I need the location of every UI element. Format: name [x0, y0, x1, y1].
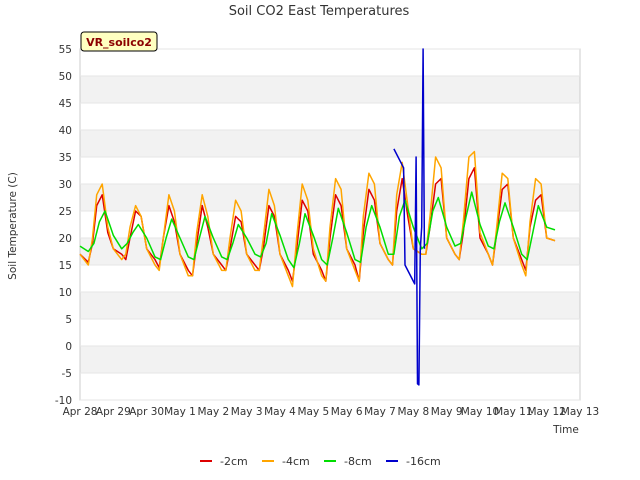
- grid-band: [80, 292, 580, 319]
- x-tick-label: May 8: [397, 406, 429, 418]
- y-tick-label: 20: [59, 233, 72, 245]
- y-axis-ticks: -10 -5 0 5 10 15 20 25 30 35 40 45 50 55: [55, 44, 72, 407]
- x-tick-label: May 4: [264, 406, 296, 418]
- grid-band: [80, 130, 580, 157]
- grid-band: [80, 157, 580, 184]
- grid-band: [80, 319, 580, 346]
- x-tick-label: Apr 30: [129, 406, 164, 418]
- y-tick-label: 40: [59, 125, 72, 137]
- x-tick-label: May 2: [197, 406, 229, 418]
- site-label-box: VR_soilco2: [80, 31, 158, 52]
- series-line-4cmcm: [79, 150, 556, 288]
- x-tick-label: Apr 29: [96, 406, 131, 418]
- x-tick-label: May 9: [431, 406, 463, 418]
- y-tick-label: 55: [59, 44, 72, 56]
- y-tick-label: 45: [59, 98, 72, 110]
- x-tick-label: May 1: [164, 406, 196, 418]
- y-tick-label: 30: [59, 179, 72, 191]
- y-tick-label: 10: [59, 287, 72, 299]
- grid-band: [80, 184, 580, 211]
- x-tick-label: May 11: [494, 406, 532, 418]
- series-layer: [79, 48, 556, 386]
- x-tick-label: May 6: [331, 406, 363, 418]
- legend-label: -16cm: [406, 455, 441, 468]
- grid-band: [80, 265, 580, 292]
- grid-bands: [80, 49, 580, 400]
- legend-label: -4cm: [282, 455, 310, 468]
- y-tick-label: 15: [59, 260, 72, 272]
- y-tick-label: 0: [65, 341, 72, 353]
- x-axis-label: Time: [552, 424, 579, 436]
- legend-label: -2cm: [220, 455, 248, 468]
- series-line-16cmcm: [393, 48, 426, 386]
- x-tick-label: May 13: [561, 406, 599, 418]
- grid-band: [80, 76, 580, 103]
- x-tick-label: Apr 28: [63, 406, 98, 418]
- x-tick-label: May 3: [231, 406, 263, 418]
- series-line-8cmcm: [79, 191, 556, 269]
- y-tick-label: -5: [62, 368, 72, 380]
- y-tick-label: 35: [59, 152, 72, 164]
- legend: -2cm -4cm -8cm -16cm: [200, 455, 441, 468]
- y-axis-label: Soil Temperature (C): [7, 172, 19, 280]
- chart-title: Soil CO2 East Temperatures: [229, 4, 410, 19]
- grid-band: [80, 49, 580, 76]
- x-tick-label: May 5: [297, 406, 329, 418]
- x-tick-label: May 12: [527, 406, 565, 418]
- site-label: VR_soilco2: [86, 36, 152, 49]
- x-tick-label: May 10: [461, 406, 499, 418]
- grid-band: [80, 103, 580, 130]
- y-tick-label: 5: [65, 314, 72, 326]
- grid-band: [80, 373, 580, 400]
- legend-label: -8cm: [344, 455, 372, 468]
- y-tick-label: -10: [55, 395, 72, 407]
- y-tick-label: 50: [59, 71, 72, 83]
- x-tick-label: May 7: [364, 406, 396, 418]
- grid-band: [80, 346, 580, 373]
- y-tick-label: 25: [59, 206, 72, 218]
